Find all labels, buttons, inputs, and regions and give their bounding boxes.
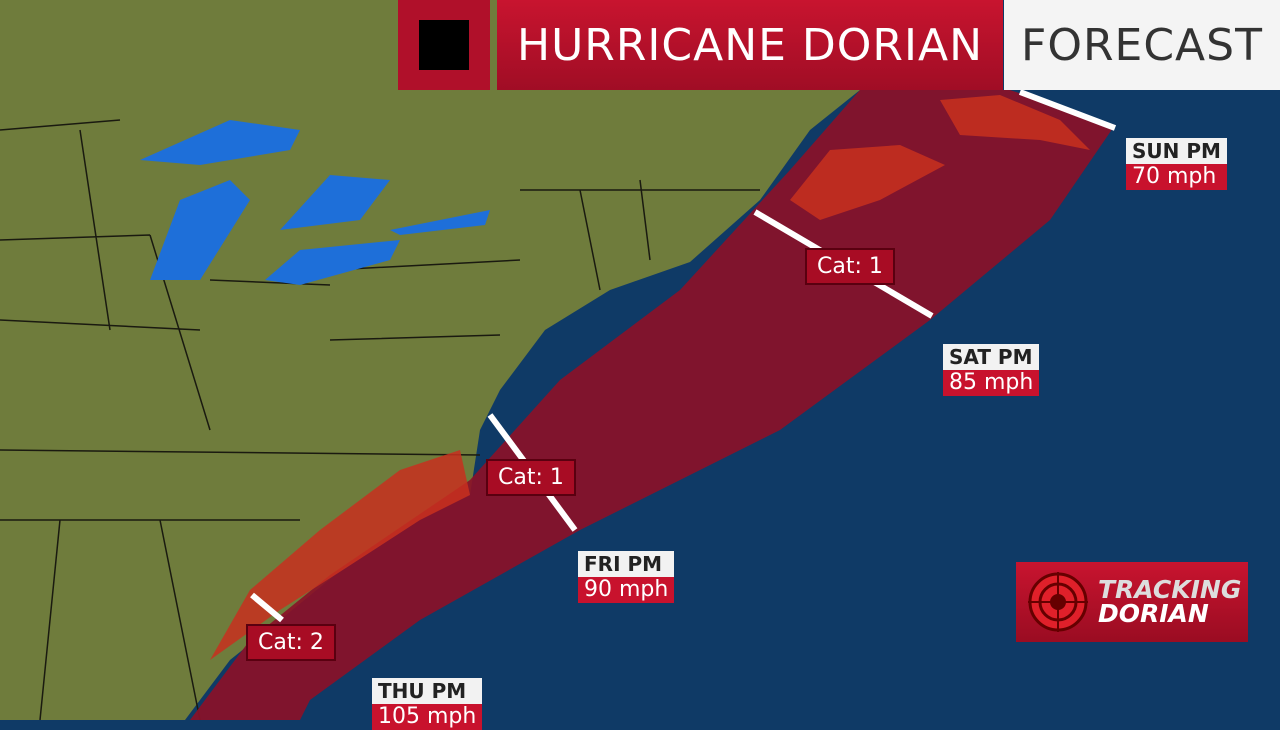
- forecast-cone: [190, 90, 1115, 720]
- radar-target-icon: [1028, 572, 1088, 632]
- tracking-dorian-logo: TRACKING DORIAN: [1016, 562, 1248, 642]
- header-subtitle: FORECAST: [1004, 0, 1280, 90]
- forecast-point-thu: THU PM 105 mph: [372, 678, 483, 730]
- day-label: SAT PM: [943, 344, 1040, 370]
- forecast-point-fri: FRI PM 90 mph: [578, 551, 675, 603]
- day-label: FRI PM: [578, 551, 675, 577]
- day-label: THU PM: [372, 678, 483, 704]
- category-label: Cat: 1: [486, 459, 576, 496]
- speed-label: 70 mph: [1126, 164, 1227, 190]
- category-label: Cat: 1: [805, 248, 895, 285]
- speed-label: 90 mph: [578, 577, 675, 603]
- logo-line1: TRACKING: [1098, 575, 1242, 604]
- forecast-point-sat: SAT PM 85 mph: [943, 344, 1040, 396]
- header-icon-box: [398, 0, 490, 90]
- land: [0, 0, 860, 720]
- day-label: SUN PM: [1126, 138, 1227, 164]
- category-label: Cat: 2: [246, 624, 336, 661]
- forecast-point-sun: SUN PM 70 mph: [1126, 138, 1227, 190]
- speed-label: 105 mph: [372, 704, 483, 730]
- great-lakes: [140, 120, 490, 285]
- black-square-icon: [419, 20, 469, 70]
- logo-line2: DORIAN: [1098, 599, 1209, 628]
- header-title: HURRICANE DORIAN: [497, 0, 1003, 90]
- speed-label: 85 mph: [943, 370, 1040, 396]
- state-borders: [0, 119, 760, 720]
